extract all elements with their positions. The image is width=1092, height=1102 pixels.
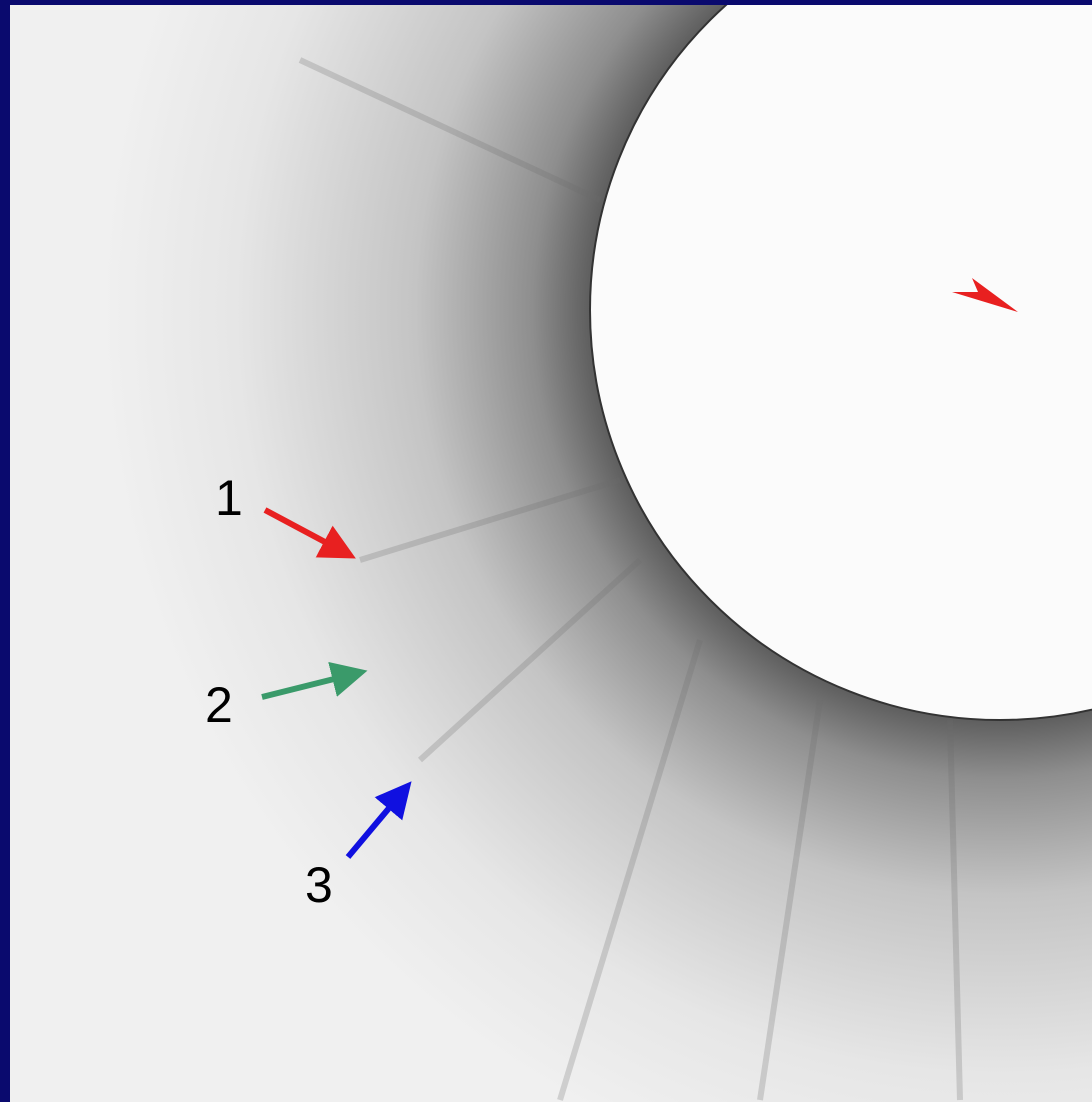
red-marker: [952, 278, 1018, 312]
label-1: 1: [215, 470, 243, 526]
label-2: 2: [205, 677, 233, 733]
arrow-3: [345, 781, 412, 859]
arrow-1: [263, 507, 356, 559]
rays: [298, 57, 963, 1101]
image-area: [10, 5, 1092, 1102]
label-3: 3: [305, 857, 333, 913]
occulter-disk: [589, 5, 1092, 721]
arrow-2: [261, 661, 368, 700]
